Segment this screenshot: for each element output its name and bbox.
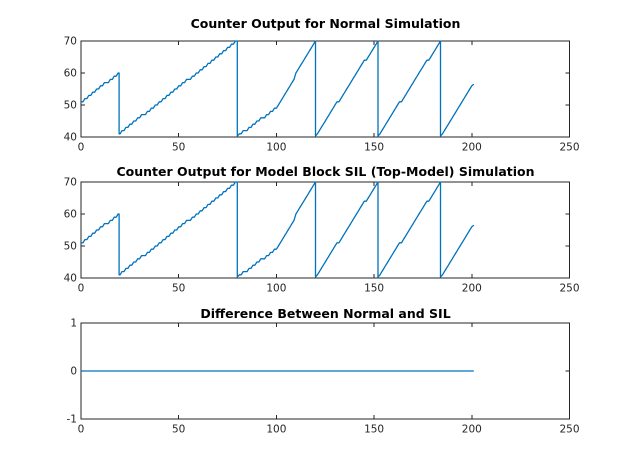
x-tick-label: 200: [462, 142, 482, 154]
y-tick-label: 60: [64, 68, 77, 80]
tick-labels: 0 50 100 150 200 250-101: [67, 318, 580, 436]
x-tick-label: 0: [78, 283, 85, 295]
y-tick-label: 70: [64, 36, 77, 48]
x-tick-label: 200: [462, 424, 482, 436]
x-tick-label: 150: [364, 142, 384, 154]
x-tick-label: 150: [364, 424, 384, 436]
tick-marks: [80, 181, 570, 279]
y-tick-label: 0: [70, 366, 77, 378]
axes: [80, 40, 570, 138]
y-tick-label: 70: [64, 177, 77, 189]
subplot2-plot-area: 0 50 100 150 200 250 40 50 60 70: [64, 177, 580, 295]
x-tick-label: 100: [266, 142, 286, 154]
subplot1-plot-area: 0 50 100 150 200 250 40 50 60 70: [64, 36, 580, 154]
series-line-normal-counter: [81, 40, 475, 137]
y-tick-label: 50: [64, 241, 77, 253]
x-tick-label: 50: [172, 283, 185, 295]
y-tick-label: 60: [64, 209, 77, 221]
x-tick-label: 100: [266, 283, 286, 295]
axes-box: [80, 40, 570, 138]
subplot3-title: Difference Between Normal and SIL: [200, 306, 451, 321]
x-tick-label: 250: [559, 142, 579, 154]
x-tick-label: 100: [266, 424, 286, 436]
x-tick-label: 250: [559, 424, 579, 436]
subplot3-plot-area: 0 50 100 150 200 250-101: [67, 318, 580, 436]
axes-box: [80, 181, 570, 279]
x-tick-label: 150: [364, 283, 384, 295]
x-tick-label: 200: [462, 283, 482, 295]
subplot2-title: Counter Output for Model Block SIL (Top-…: [116, 164, 535, 179]
tick-labels: 0 50 100 150 200 250 40 50 60 70: [64, 36, 580, 154]
tick-marks: [80, 40, 570, 138]
axes: [80, 181, 570, 279]
y-tick-label: 50: [64, 100, 77, 112]
y-tick-label: -1: [67, 414, 77, 426]
series-line-sil-counter: [81, 181, 475, 278]
subplot1-title: Counter Output for Normal Simulation: [190, 16, 461, 31]
x-tick-label: 250: [559, 283, 579, 295]
x-tick-label: 0: [78, 424, 85, 436]
x-tick-label: 50: [172, 142, 185, 154]
tick-labels: 0 50 100 150 200 250 40 50 60 70: [64, 177, 580, 295]
y-tick-label: 40: [64, 132, 77, 144]
y-tick-label: 40: [64, 273, 77, 285]
y-tick-label: 1: [70, 318, 77, 330]
x-tick-label: 0: [78, 142, 85, 154]
x-tick-label: 50: [172, 424, 185, 436]
